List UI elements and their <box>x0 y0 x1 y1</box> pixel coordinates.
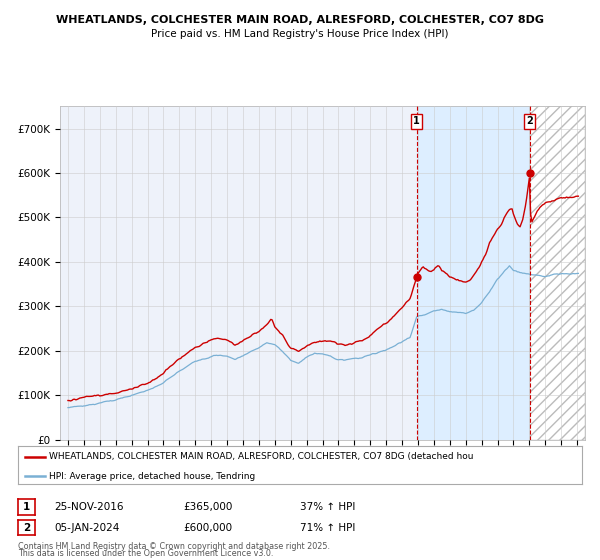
Text: HPI: Average price, detached house, Tendring: HPI: Average price, detached house, Tend… <box>49 472 255 480</box>
Text: 2: 2 <box>23 522 30 533</box>
Text: £600,000: £600,000 <box>183 522 232 533</box>
Bar <box>530 106 585 440</box>
Text: WHEATLANDS, COLCHESTER MAIN ROAD, ALRESFORD, COLCHESTER, CO7 8DG (detached hou: WHEATLANDS, COLCHESTER MAIN ROAD, ALRESF… <box>49 452 473 461</box>
Text: 1: 1 <box>413 116 420 127</box>
Text: £365,000: £365,000 <box>183 502 232 512</box>
Bar <box>416 106 530 440</box>
Bar <box>530 106 585 440</box>
Text: 71% ↑ HPI: 71% ↑ HPI <box>300 522 355 533</box>
Text: WHEATLANDS, COLCHESTER MAIN ROAD, ALRESFORD, COLCHESTER, CO7 8DG: WHEATLANDS, COLCHESTER MAIN ROAD, ALRESF… <box>56 15 544 25</box>
Text: This data is licensed under the Open Government Licence v3.0.: This data is licensed under the Open Gov… <box>18 549 274 558</box>
Text: 25-NOV-2016: 25-NOV-2016 <box>54 502 124 512</box>
Text: Contains HM Land Registry data © Crown copyright and database right 2025.: Contains HM Land Registry data © Crown c… <box>18 542 330 551</box>
Text: Price paid vs. HM Land Registry's House Price Index (HPI): Price paid vs. HM Land Registry's House … <box>151 29 449 39</box>
Text: 37% ↑ HPI: 37% ↑ HPI <box>300 502 355 512</box>
Text: 2: 2 <box>526 116 533 127</box>
Text: 1: 1 <box>23 502 30 512</box>
Text: 05-JAN-2024: 05-JAN-2024 <box>54 522 119 533</box>
